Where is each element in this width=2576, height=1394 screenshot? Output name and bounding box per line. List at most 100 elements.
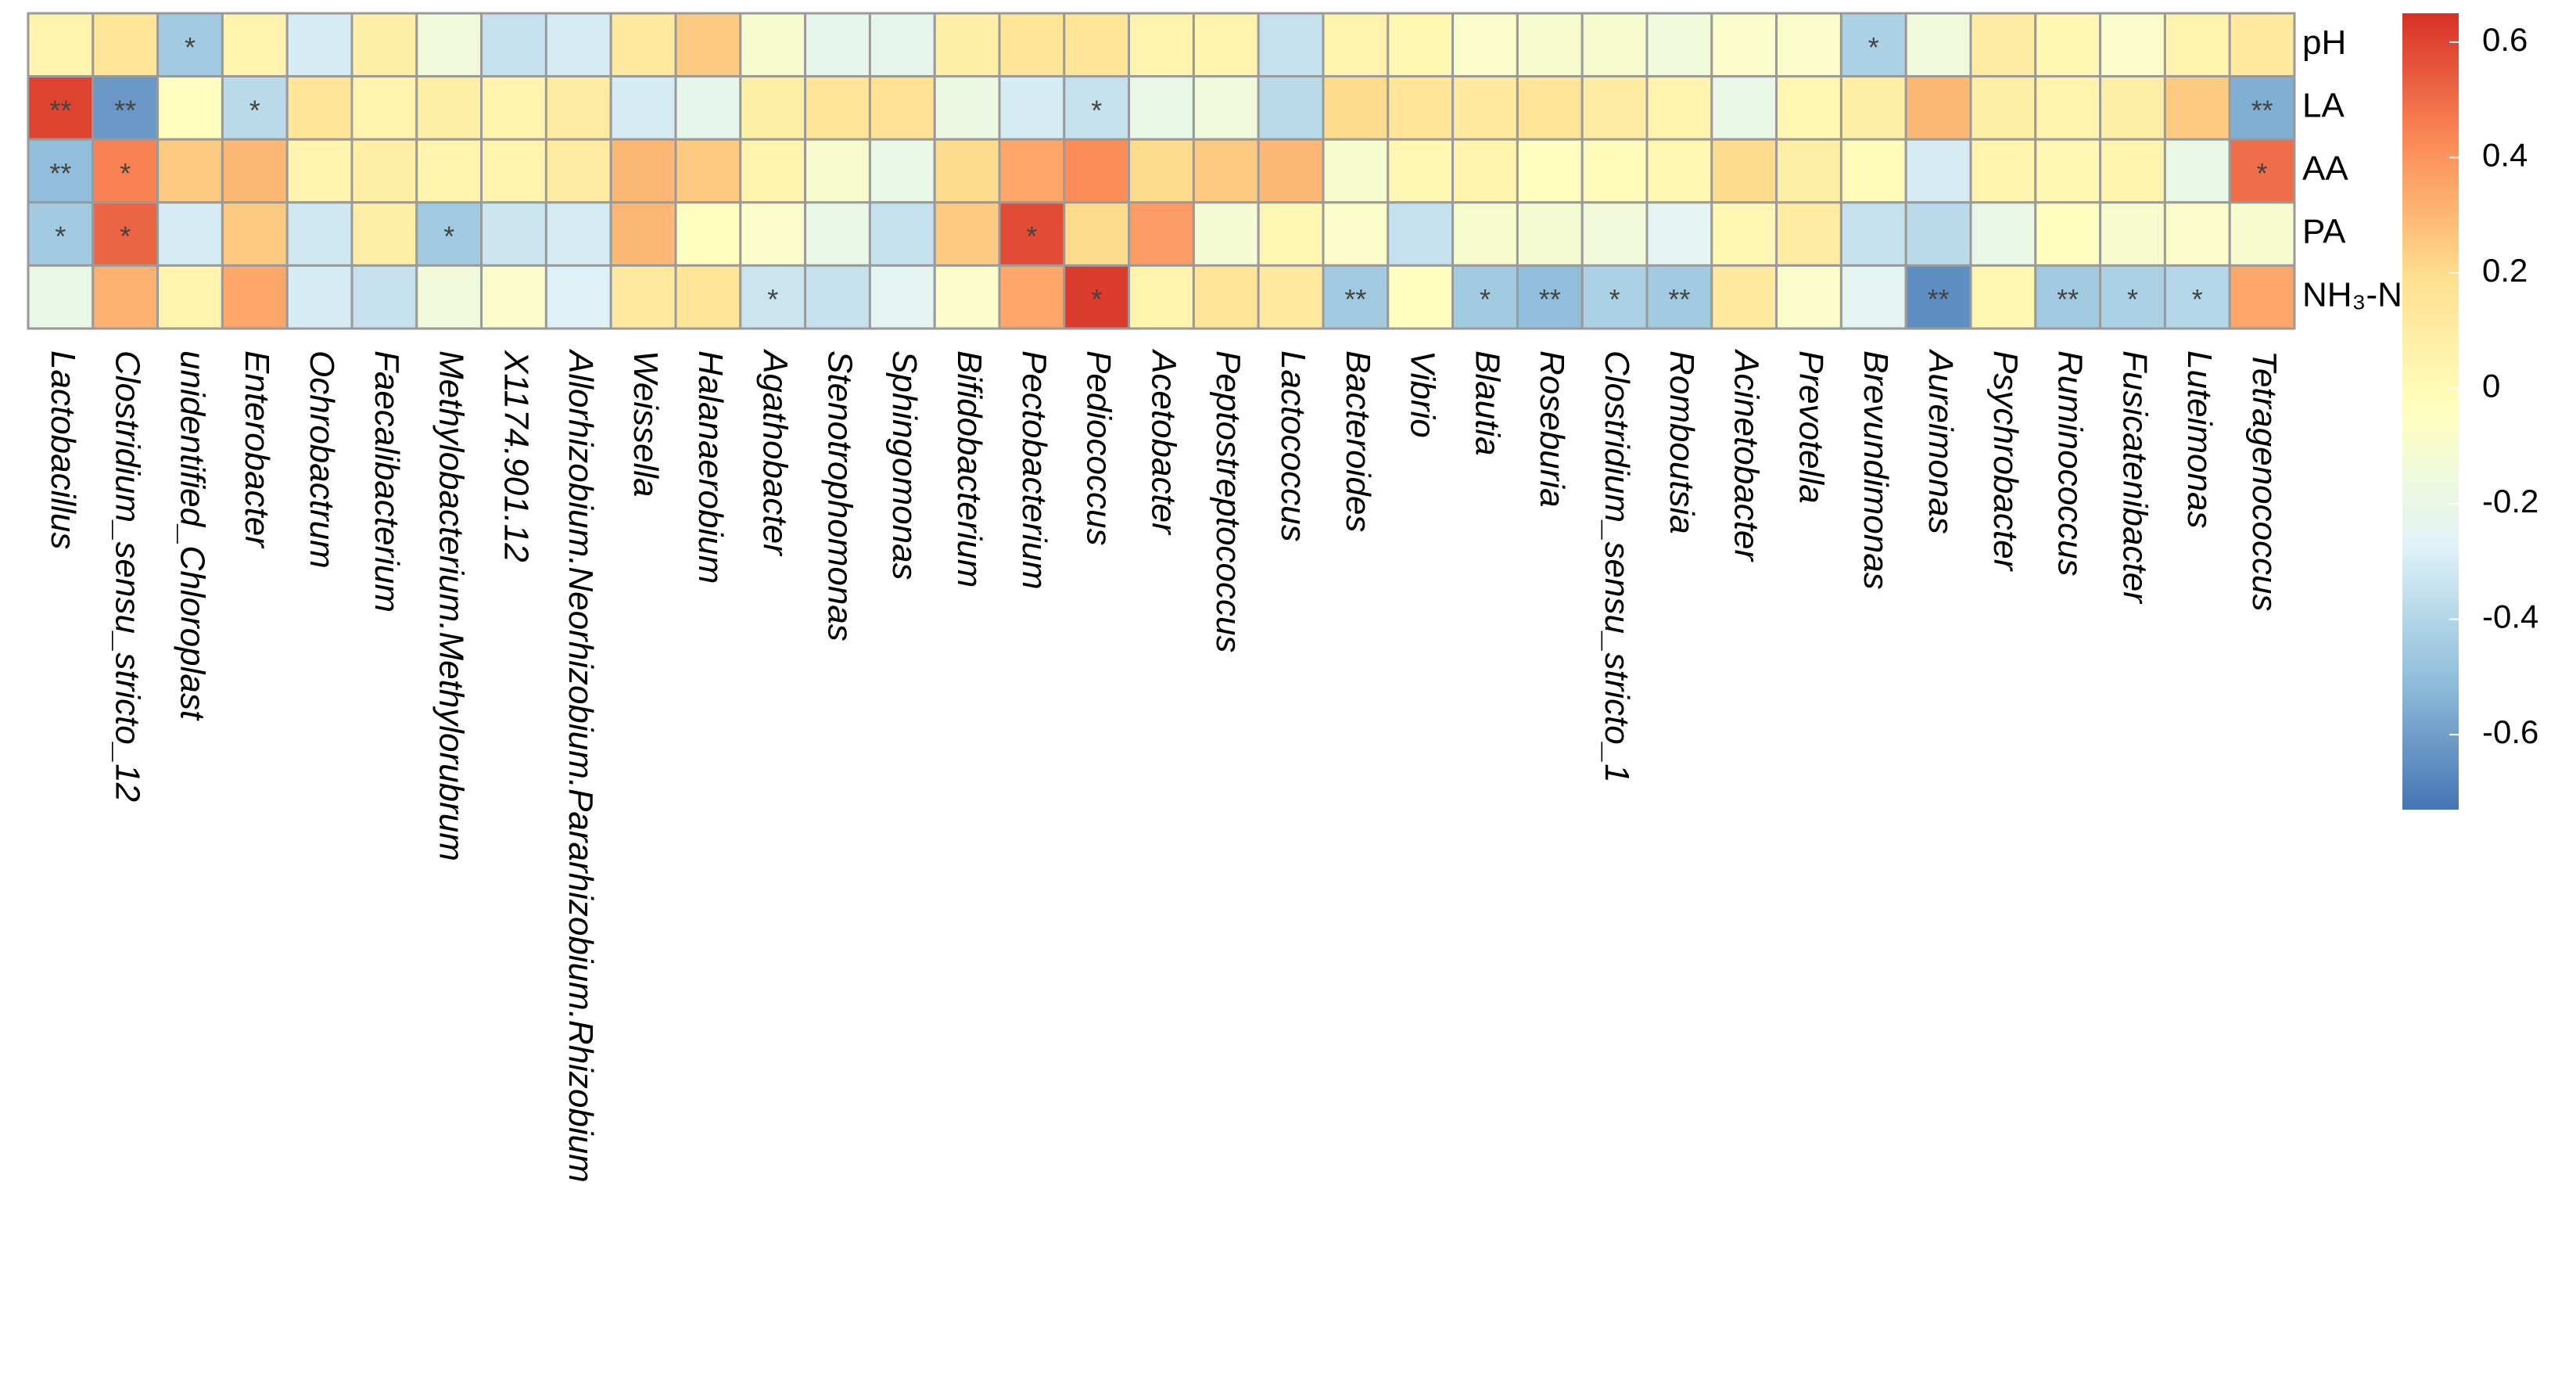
significance-mark: * (2192, 283, 2203, 315)
heat-cell (933, 201, 1001, 267)
heat-cell (221, 201, 289, 267)
heat-cell (674, 201, 742, 267)
heat-cell (1387, 201, 1455, 267)
significance-mark: * (1091, 283, 1102, 315)
heat-cell (221, 12, 289, 78)
heat-cell (933, 12, 1001, 78)
heat-cell (1128, 75, 1195, 141)
heat-cell (1839, 264, 1907, 330)
significance-mark: * (120, 157, 131, 189)
significance-mark: ** (114, 94, 136, 126)
column-label: Stenotrophomonas (820, 350, 859, 641)
heat-cell (674, 138, 742, 204)
column-label: Roseburia (1533, 350, 1571, 508)
heat-cell (1580, 138, 1649, 204)
heat-cell (2163, 12, 2231, 78)
significance-mark: ** (49, 94, 71, 126)
heat-cell (156, 75, 224, 141)
heat-cell (674, 75, 742, 141)
heat-cell (1192, 12, 1260, 78)
heat-cell (1192, 264, 1260, 330)
heat-cell (1322, 12, 1390, 78)
significance-mark: ** (1539, 283, 1561, 315)
heat-cell (2034, 75, 2102, 141)
column-label: Tetragenococcus (2245, 350, 2284, 611)
heat-cell (804, 201, 871, 267)
heat-cell (221, 138, 289, 204)
heat-cell (2034, 264, 2102, 330)
heat-cell (1451, 12, 1519, 78)
heat-cell (1128, 12, 1195, 78)
row-label: NH₃-N (2302, 275, 2402, 314)
heat-cell (350, 75, 418, 141)
heat-cell (804, 138, 871, 204)
column-label: Sphingomonas (885, 350, 924, 580)
heat-cell (1516, 75, 1584, 141)
column-label: Methylobacterium.Methylorubrum (432, 350, 471, 861)
heat-cell (544, 264, 612, 330)
heat-cell (1969, 75, 2037, 141)
heat-cell (2228, 12, 2296, 78)
heat-cell (350, 264, 418, 330)
column-label: Weissella (626, 350, 665, 497)
heat-cell (91, 201, 160, 267)
significance-mark: ** (49, 157, 71, 189)
heat-cell (1128, 264, 1195, 330)
heat-cell (285, 264, 353, 330)
heat-cell (739, 75, 807, 141)
heat-cell (1645, 75, 1713, 141)
heat-cell (285, 138, 353, 204)
heat-cell (609, 264, 677, 330)
heat-cell (1904, 264, 1972, 330)
heat-cell (2163, 264, 2231, 330)
heat-cell (739, 201, 807, 267)
heat-cell (2099, 201, 2166, 267)
heat-cell (609, 75, 677, 141)
heat-cell (1257, 264, 1325, 330)
heat-cell (674, 264, 742, 330)
significance-mark: * (443, 221, 454, 253)
significance-mark: * (1868, 31, 1879, 63)
column-label: X1174.901.12 (497, 350, 535, 562)
heat-cell (221, 264, 289, 330)
heat-cell (868, 138, 936, 204)
heat-cell (1387, 138, 1455, 204)
heat-cell (1516, 138, 1584, 204)
heat-cell (156, 264, 224, 330)
heat-cell (91, 12, 160, 78)
heat-cell (1645, 264, 1713, 330)
significance-mark: ** (2057, 283, 2079, 315)
significance-mark: * (767, 283, 778, 315)
heat-cell (285, 12, 353, 78)
significance-mark: * (2257, 157, 2268, 189)
heat-cell (156, 12, 224, 78)
column-label: Bifidobacterium (950, 350, 988, 587)
heat-cell (350, 201, 418, 267)
heat-cell (739, 138, 807, 204)
heat-cell (1451, 201, 1519, 267)
significance-mark: ** (1668, 283, 1690, 315)
heat-cell (1257, 75, 1325, 141)
significance-mark: * (1091, 94, 1102, 126)
heat-cell (27, 12, 95, 78)
heat-cell (1063, 75, 1131, 141)
column-label: Prevotella (1792, 350, 1830, 504)
heat-cell (156, 138, 224, 204)
significance-mark: * (55, 221, 66, 253)
heat-cell (1580, 75, 1649, 141)
heat-cell (933, 138, 1001, 204)
heat-cell (2034, 201, 2102, 267)
heat-cell (1710, 264, 1778, 330)
heat-cell (544, 75, 612, 141)
column-label: unidentified_Chloroplast (173, 350, 211, 721)
heat-cell (480, 201, 547, 267)
column-label: Clostridium_sensu_stricto_12 (109, 350, 147, 802)
heat-cell (480, 138, 547, 204)
heat-cell (415, 138, 483, 204)
heat-cell (415, 264, 483, 330)
heat-cell (1063, 201, 1131, 267)
column-label: Aureimonas (1921, 348, 1960, 534)
colorbar-tick-label: 0.4 (2482, 137, 2528, 174)
heat-cell (1387, 75, 1455, 141)
